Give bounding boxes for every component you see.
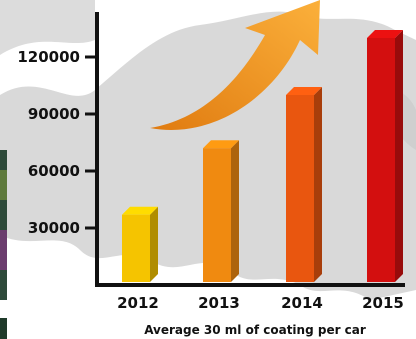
x-tick-label-2012: 2012: [117, 294, 159, 312]
y-tick-label-30000: 30000: [28, 219, 80, 237]
bar-side: [395, 30, 403, 282]
bar-top: [203, 140, 239, 149]
bar-2015: [367, 30, 403, 282]
bar-side: [150, 206, 158, 282]
photo-strip: [0, 150, 7, 339]
y-tick-label-90000: 90000: [28, 105, 80, 123]
bar-front: [367, 38, 395, 282]
y-tick-label-120000: 120000: [17, 48, 80, 66]
bar-top: [286, 87, 322, 95]
bar-top: [367, 30, 403, 38]
x-tick-label-2014: 2014: [281, 294, 323, 312]
x-tick-label-2013: 2013: [198, 294, 240, 312]
x-tick-label-2015: 2015: [362, 294, 404, 312]
bar-front: [203, 148, 231, 282]
y-tick-label-60000: 60000: [28, 162, 80, 180]
bar-front: [122, 214, 150, 282]
bar-top: [122, 206, 158, 215]
bar-side: [231, 140, 239, 282]
bar-2014: [286, 87, 322, 282]
bar-2013: [203, 140, 239, 282]
growth-arrow: [150, 0, 320, 130]
bar-side: [314, 87, 322, 282]
x-axis-label: Average 30 ml of coating per car: [144, 323, 366, 337]
bar-front: [286, 95, 314, 282]
bar-2012: [122, 206, 158, 282]
